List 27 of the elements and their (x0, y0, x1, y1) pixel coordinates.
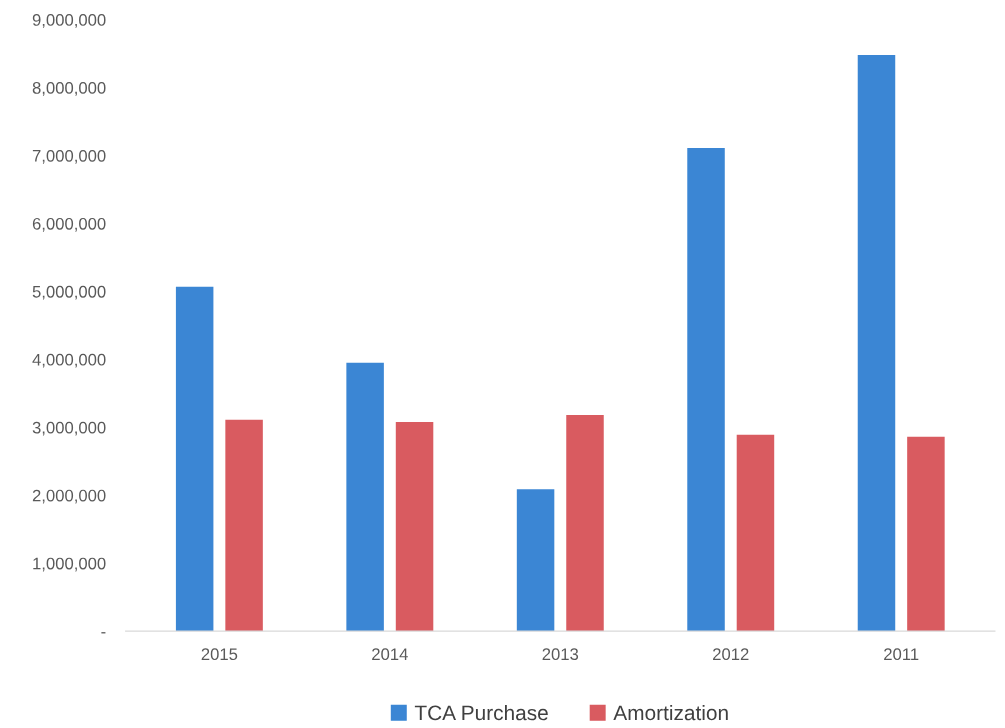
x-tick-label: 2012 (713, 648, 749, 661)
bar (225, 419, 263, 632)
x-tick-label: 2014 (372, 648, 408, 661)
y-tick-label: 1,000,000 (33, 557, 106, 572)
bar (857, 54, 896, 632)
y-tick-label: - (101, 632, 106, 634)
y-tick-label: 6,000,000 (32, 217, 106, 232)
bar (395, 421, 434, 632)
bar (907, 436, 945, 632)
x-tick-label: 2015 (201, 648, 238, 661)
legend-label: Amortization (613, 704, 728, 721)
x-tick-label: 2013 (542, 648, 579, 661)
y-tick-label: 8,000,000 (32, 82, 106, 96)
y-tick-label: 2,000,000 (32, 489, 106, 504)
y-tick-label: 9,000,000 (32, 14, 106, 28)
x-tick-label: 2011 (884, 648, 919, 661)
bar (566, 415, 604, 632)
bar (687, 148, 725, 632)
legend-label: TCA Purchase (414, 704, 548, 721)
y-tick-label: 3,000,000 (32, 421, 106, 436)
bar (175, 286, 214, 632)
y-tick-label: 7,000,000 (32, 149, 106, 164)
bar (516, 489, 555, 632)
y-tick-label: 4,000,000 (32, 353, 106, 368)
bar (346, 362, 384, 632)
y-tick-label: 5,000,000 (32, 285, 106, 300)
bar (736, 434, 775, 632)
